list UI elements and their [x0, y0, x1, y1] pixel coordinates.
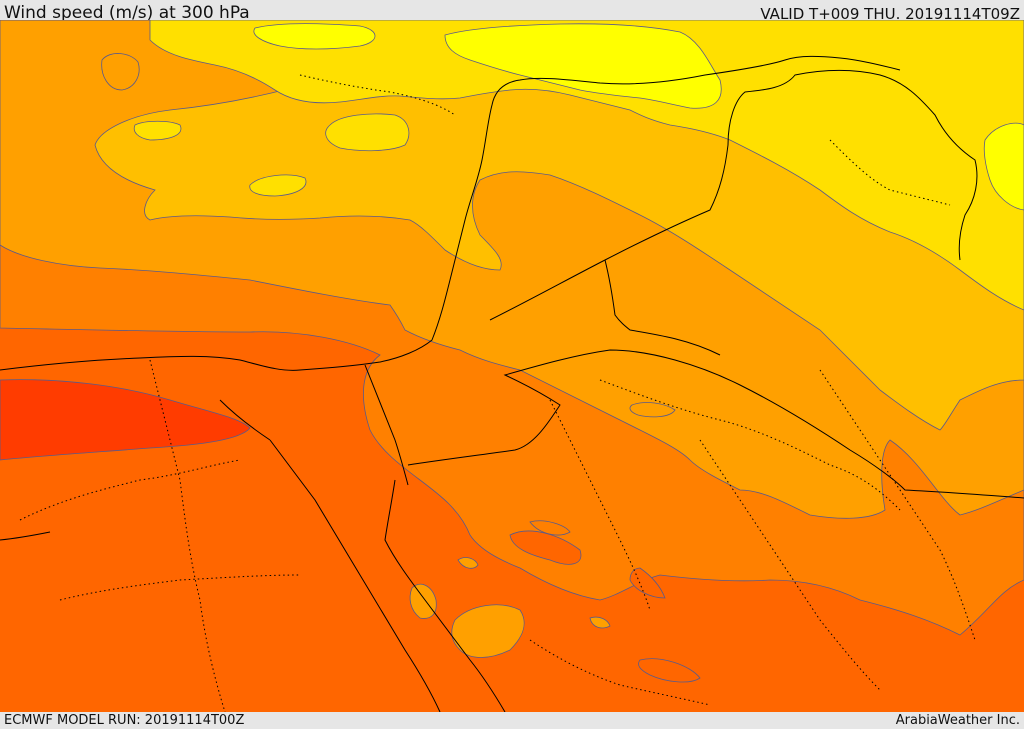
streak-3: [629, 567, 666, 599]
band-yellow-orange: [149, 20, 1024, 311]
footer-bar: ECMWF MODEL RUN: 20191114T00Z ArabiaWeat…: [0, 712, 1024, 729]
patch-light-2: [133, 120, 182, 141]
patch-orange-1: [101, 53, 140, 91]
model-run-label: ECMWF MODEL RUN: 20191114T00Z: [4, 713, 245, 728]
patch-light-3: [249, 174, 307, 197]
patch-orange-2: [409, 583, 437, 619]
band-yellow-east: [983, 122, 1024, 211]
patch-orange-6: [589, 616, 611, 629]
wind-speed-map[interactable]: [0, 20, 1024, 712]
streak-2: [529, 520, 571, 536]
patch-orange-4: [451, 604, 525, 658]
band-red: [0, 379, 251, 461]
band-yellow-west: [253, 23, 376, 50]
patch-orange-3: [457, 557, 479, 569]
coastlines: [0, 55, 901, 712]
patch-orange-5: [629, 402, 676, 418]
title-bar: Wind speed (m/s) at 300 hPa VALID T+009 …: [0, 0, 1024, 23]
patch-red-orange-1: [638, 658, 701, 683]
band-yellow: [444, 23, 722, 109]
credit-label: ArabiaWeather Inc.: [895, 713, 1020, 728]
patch-light-1: [325, 113, 410, 152]
streak-1: [509, 530, 582, 565]
map-title: Wind speed (m/s) at 300 hPa: [4, 3, 250, 23]
valid-time: VALID T+009 THU. 20191114T09Z: [760, 5, 1020, 23]
borders: [19, 70, 1024, 712]
